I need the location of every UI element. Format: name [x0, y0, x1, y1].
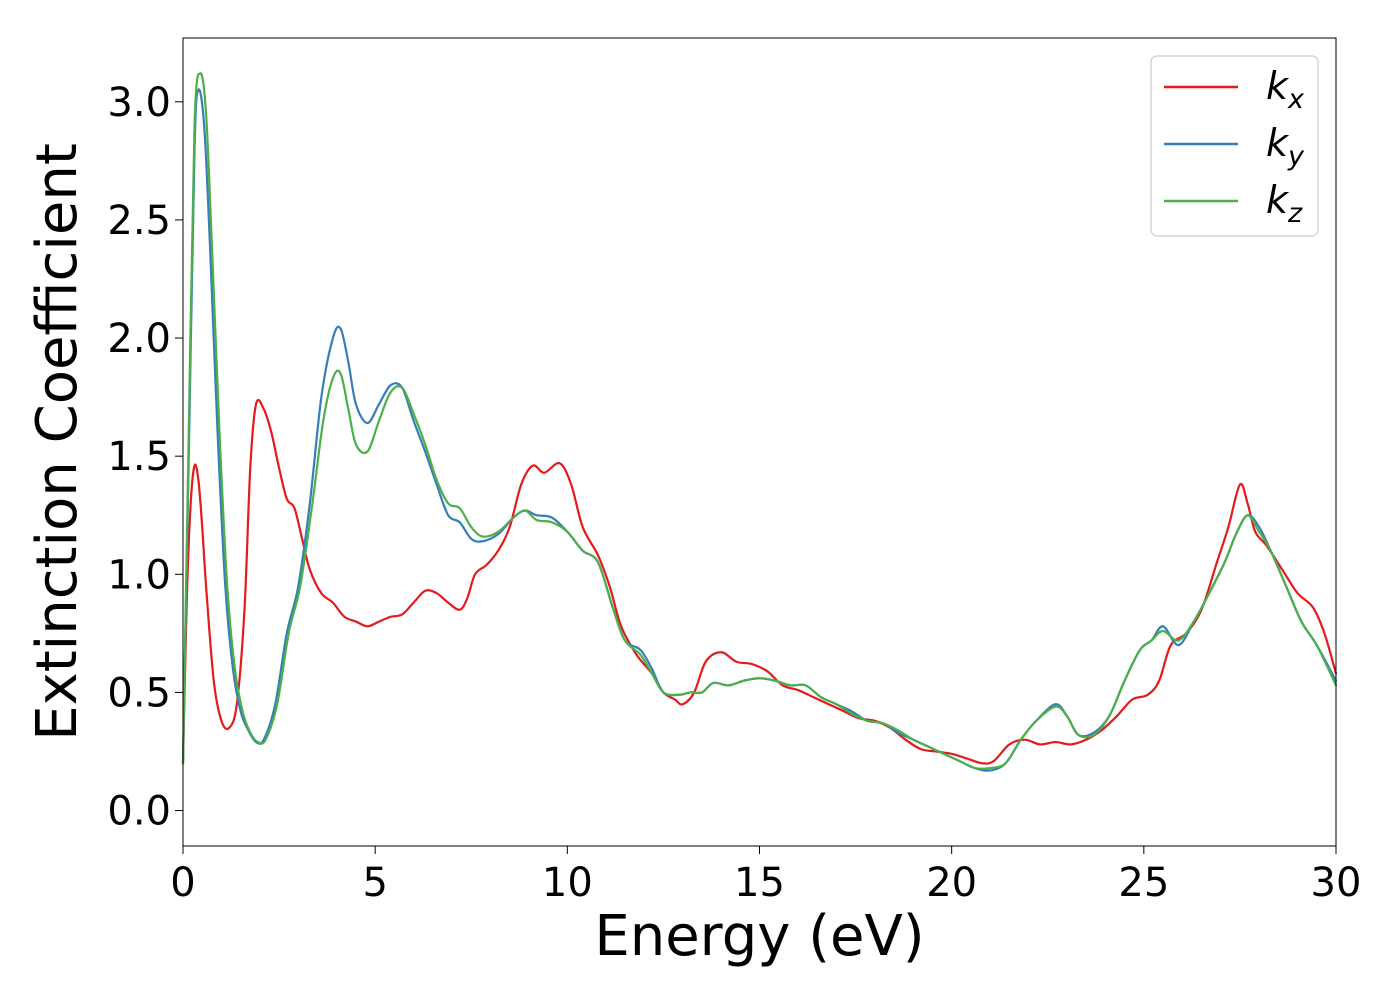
x-tick-label: 15 — [734, 860, 785, 906]
series-line-kx — [181, 399, 1338, 765]
y-tick-label: 2.0 — [107, 316, 171, 362]
y-axis: 0.0 0.5 1.0 1.5 2.0 2.5 3.0 — [107, 80, 183, 835]
plot-area — [183, 38, 1336, 846]
y-tick-label: 0.0 — [107, 789, 171, 835]
x-tick-label: 25 — [1118, 860, 1169, 906]
series-layer — [181, 72, 1338, 772]
x-axis-label: Energy (eV) — [594, 904, 924, 969]
legend-label-ky: ky — [1266, 121, 1305, 172]
x-axis: 0 5 10 15 20 25 30 — [170, 846, 1361, 906]
x-tick-label: 20 — [926, 860, 977, 906]
legend-label-kz: kz — [1266, 178, 1303, 229]
y-tick-label: 3.0 — [107, 80, 171, 126]
y-tick-label: 1.5 — [107, 434, 171, 480]
x-tick-label: 30 — [1311, 860, 1362, 906]
x-tick-label: 0 — [170, 860, 195, 906]
series-line-kz — [181, 72, 1338, 770]
x-tick-label: 5 — [362, 860, 387, 906]
legend: kx ky kz — [1150, 55, 1319, 237]
y-tick-label: 1.0 — [107, 552, 171, 598]
x-tick-label: 10 — [542, 860, 593, 906]
y-axis-label: Extinction Coefficient — [25, 143, 90, 741]
y-tick-label: 2.5 — [107, 198, 171, 244]
legend-box — [1150, 55, 1319, 237]
legend-label-kx: kx — [1266, 64, 1305, 115]
y-tick-label: 0.5 — [107, 670, 171, 716]
